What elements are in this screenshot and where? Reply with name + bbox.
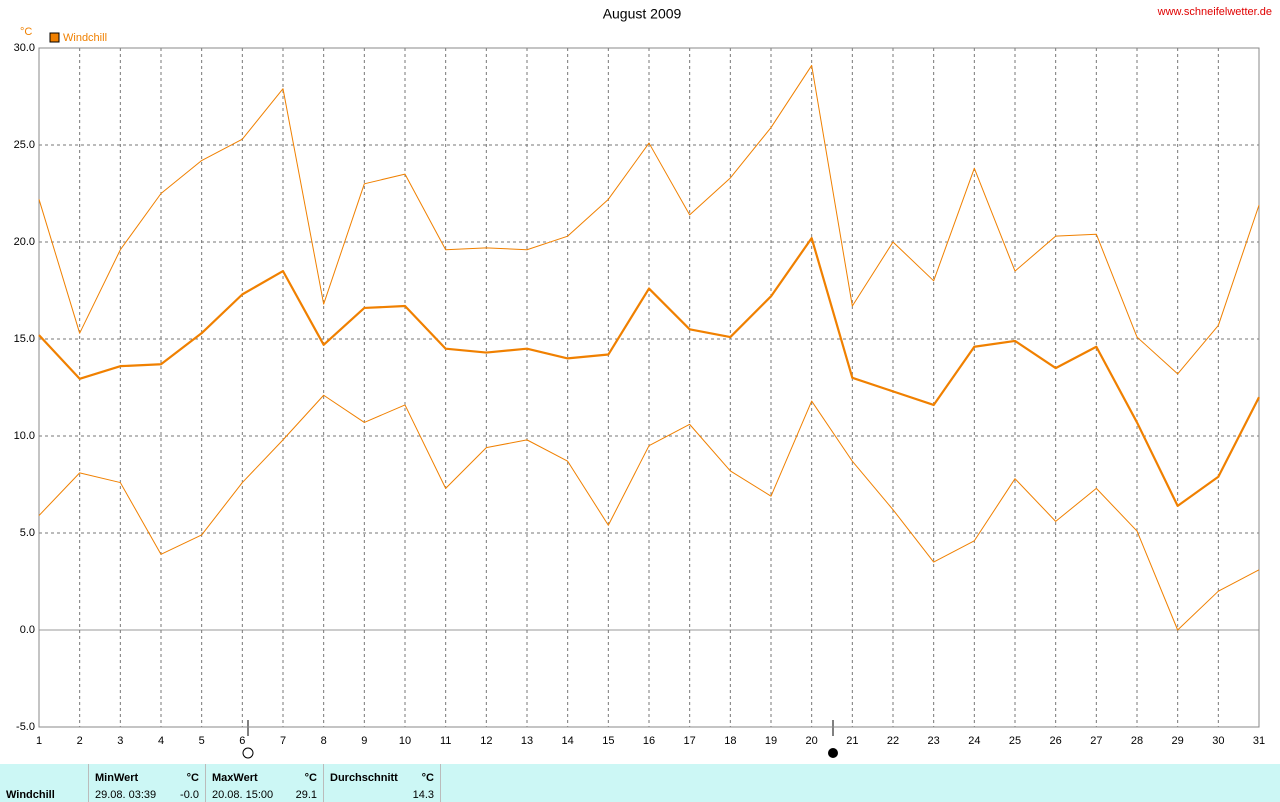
x-tick-label: 25 xyxy=(1009,735,1021,747)
summary-name: Windchill xyxy=(6,789,55,801)
min-cell: MinWert °C 29.08. 03:39 -0.0 xyxy=(88,764,205,802)
x-tick-label: 5 xyxy=(199,735,205,747)
y-tick-label: 15.0 xyxy=(14,333,35,345)
plot-frame xyxy=(38,47,1260,728)
x-tick-label: 27 xyxy=(1090,735,1102,747)
series-line xyxy=(38,394,1260,631)
x-tick-label: 28 xyxy=(1131,735,1143,747)
x-tick-label: 24 xyxy=(968,735,980,747)
y-tick-label: 30.0 xyxy=(14,42,35,54)
x-tick-label: 12 xyxy=(480,735,492,747)
legend-label: Windchill xyxy=(63,32,107,44)
x-tick-label: 10 xyxy=(399,735,411,747)
value: 29.1 xyxy=(295,789,317,801)
x-tick-label: 11 xyxy=(440,735,451,747)
series-line xyxy=(38,237,1260,507)
time: 20.08. 15:00 xyxy=(212,789,274,801)
x-tick-label: 4 xyxy=(158,735,164,747)
y-tick-label: -5.0 xyxy=(16,721,35,733)
x-tick-label: 15 xyxy=(602,735,614,747)
unit: °C xyxy=(421,772,434,784)
x-tick-label: 22 xyxy=(887,735,899,747)
y-axis-label: °C xyxy=(20,26,32,38)
x-tick-label: 16 xyxy=(643,735,655,747)
x-tick-label: 23 xyxy=(928,735,940,747)
x-tick-label: 19 xyxy=(765,735,777,747)
x-tick-label: 29 xyxy=(1172,735,1184,747)
y-tick-label: 5.0 xyxy=(20,527,35,539)
x-tick-label: 8 xyxy=(321,735,327,747)
x-tick-label: 14 xyxy=(562,735,574,747)
unit: °C xyxy=(186,772,199,784)
x-tick-label: 31 xyxy=(1253,735,1265,747)
y-tick-label: 10.0 xyxy=(14,430,35,442)
y-tick-label: 25.0 xyxy=(14,139,35,151)
x-tick-label: 9 xyxy=(361,735,367,747)
time: 29.08. 03:39 xyxy=(95,789,157,801)
max-cell: MaxWert °C 20.08. 15:00 29.1 xyxy=(205,764,323,802)
unit: °C xyxy=(304,772,317,784)
value: 14.3 xyxy=(412,789,434,801)
source: www.schneifelwetter.de xyxy=(1157,6,1272,18)
x-tick-label: 21 xyxy=(846,735,858,747)
y-tick-label: 20.0 xyxy=(14,236,35,248)
x-tick-label: 3 xyxy=(117,735,123,747)
x-tick-label: 6 xyxy=(239,735,245,747)
x-tick-label: 7 xyxy=(280,735,286,747)
x-tick-label: 1 xyxy=(36,735,42,747)
value: -0.0 xyxy=(180,789,199,801)
chart-title: August 2009 xyxy=(603,6,682,22)
x-tick-label: 30 xyxy=(1212,735,1224,747)
new-moon xyxy=(828,748,838,758)
x-tick-label: 26 xyxy=(1050,735,1062,747)
x-tick-label: 20 xyxy=(806,735,818,747)
x-tick-label: 17 xyxy=(684,735,696,747)
series-line xyxy=(38,64,1260,375)
x-tick-label: 2 xyxy=(77,735,83,747)
y-tick-label: 0.0 xyxy=(20,624,35,636)
header: MaxWert xyxy=(212,772,258,784)
header: Durchschnitt xyxy=(330,772,398,784)
chart: August 2009 www.schneifelwetter.de °C Wi… xyxy=(14,6,1272,759)
legend-swatch xyxy=(49,32,60,43)
full-moon xyxy=(242,747,254,759)
avg-cell: Durchschnitt °C 14.3 xyxy=(323,764,441,802)
x-tick-label: 13 xyxy=(521,735,533,747)
header: MinWert xyxy=(95,772,139,784)
summary-table: Windchill MinWert °C 29.08. 03:39 -0.0 M… xyxy=(0,764,1280,802)
x-tick-label: 18 xyxy=(724,735,736,747)
